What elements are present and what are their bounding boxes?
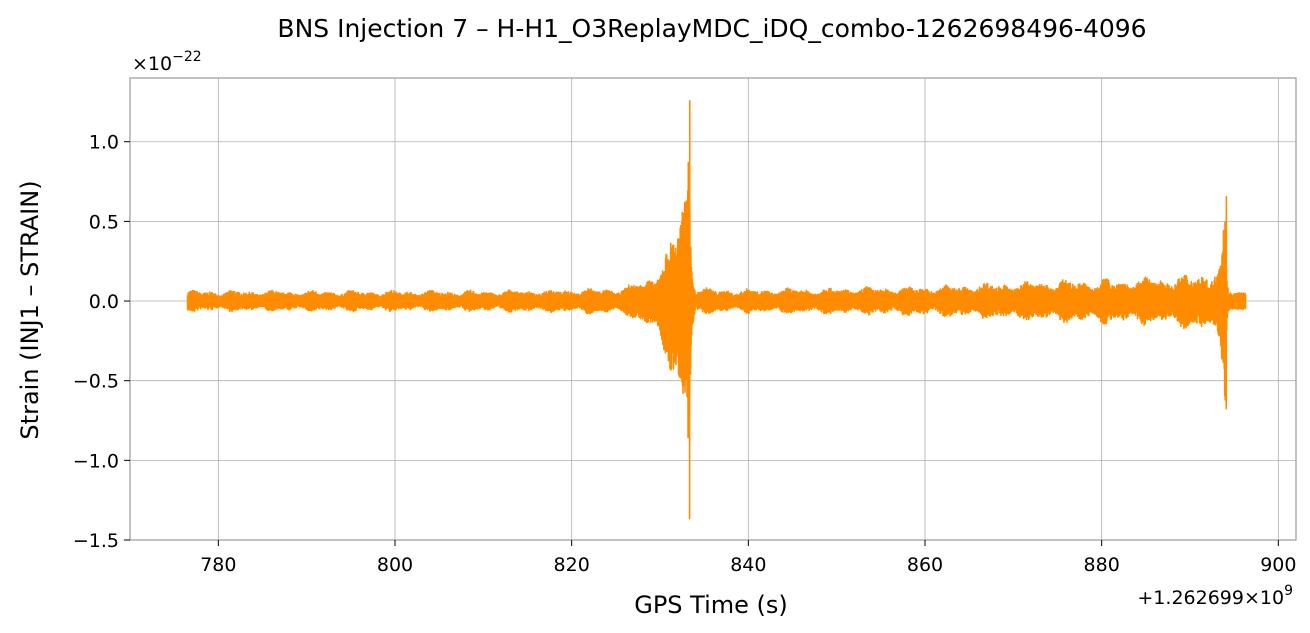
chart-title: BNS Injection 7 – H-H1_O3ReplayMDC_iDQ_c…	[277, 14, 1146, 43]
x-offset-label: +1.262699×109	[1137, 583, 1293, 609]
x-tick-label: 800	[377, 554, 413, 576]
y-axis-label: Strain (INJ1 – STRAIN)	[16, 180, 44, 439]
x-tick-label: 860	[907, 554, 943, 576]
y-tick-label: −1.0	[73, 450, 119, 472]
x-tick-label: 900	[1260, 554, 1296, 576]
x-axis-label: GPS Time (s)	[634, 591, 788, 619]
y-scale-multiplier: ×10−22	[132, 49, 202, 75]
svg-text:×10−22: ×10−22	[132, 49, 202, 75]
strain-series	[186, 100, 1247, 520]
x-offset-exp: 9	[1284, 583, 1293, 599]
x-tick-label: 840	[730, 554, 766, 576]
y-tick-label: −1.5	[73, 530, 119, 552]
y-tick-label: 1.0	[89, 132, 119, 154]
y-tick-label: −0.5	[73, 371, 119, 393]
y-tick-label: 0.5	[89, 211, 119, 233]
svg-text:+1.262699×109: +1.262699×109	[1137, 583, 1293, 609]
x-offset-text: +1.262699×10	[1137, 587, 1284, 609]
y-tick-label: 0.0	[89, 291, 119, 313]
y-scale-text: ×10	[132, 53, 172, 75]
x-axis: 780 800 820 840 860 880 900	[200, 540, 1296, 576]
strain-line	[186, 100, 1247, 520]
y-scale-exp: −22	[172, 49, 202, 65]
x-tick-label: 780	[200, 554, 236, 576]
x-tick-label: 880	[1084, 554, 1120, 576]
y-axis: −1.5 −1.0 −0.5 0.0 0.5 1.0	[73, 132, 130, 552]
x-tick-label: 820	[554, 554, 590, 576]
plot-frame	[129, 77, 1297, 541]
